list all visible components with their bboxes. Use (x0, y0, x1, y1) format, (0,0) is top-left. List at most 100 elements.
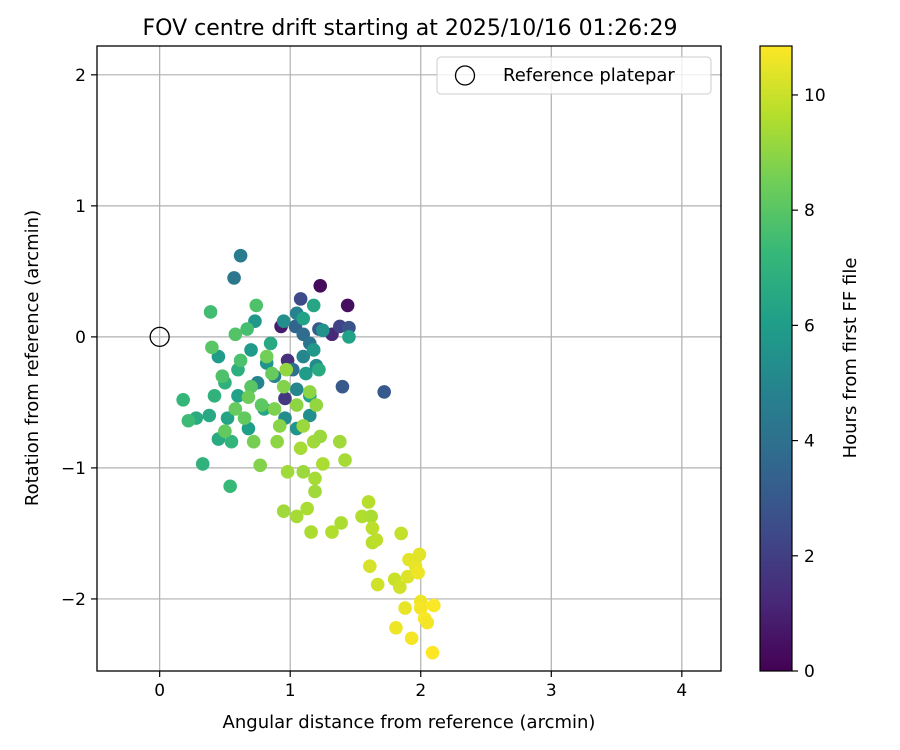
scatter-point (233, 248, 248, 263)
scatter-point (393, 580, 407, 594)
scatter-point (265, 366, 279, 381)
reference-marker (149, 326, 170, 348)
scatter-point (253, 458, 267, 473)
scatter-point (263, 336, 278, 351)
scatter-point (306, 343, 321, 357)
scatter-point (308, 471, 322, 486)
scatter-point (233, 353, 248, 368)
y-tick-label: 1 (75, 197, 86, 217)
scatter-point (308, 484, 322, 499)
scatter-point (335, 379, 350, 394)
scatter-point (244, 379, 258, 394)
scatter-point (278, 391, 292, 406)
legend-reference-marker (454, 65, 476, 86)
scatter-point (202, 408, 217, 423)
scatter-point (425, 645, 440, 660)
scatter-point (272, 419, 287, 433)
colorbar-tick-label: 8 (804, 201, 815, 221)
y-tick-label: −1 (61, 459, 86, 479)
scatter-point (203, 305, 218, 319)
colorbar-tick-label: 6 (804, 316, 815, 336)
legend-entry-reference: Reference platepar (503, 65, 675, 86)
scatter-point (223, 479, 237, 494)
scatter-point (259, 349, 274, 364)
scatter-point (220, 411, 235, 425)
y-tick-label: 0 (75, 328, 86, 348)
legend-box (436, 56, 712, 95)
scatter-point (302, 385, 317, 399)
x-tick-label: 0 (154, 681, 165, 701)
scatter-point (412, 547, 427, 562)
scatter-point (289, 509, 304, 524)
scatter-point (267, 402, 282, 416)
scatter-point (293, 441, 308, 456)
scatter-point (364, 509, 378, 524)
scatter-point (228, 402, 243, 416)
scatter-point (377, 385, 391, 399)
scatter-point (181, 413, 196, 428)
scatter-point (241, 390, 256, 404)
scatter-point (289, 398, 304, 412)
colorbar-label: Hours from first FF file (840, 258, 861, 459)
scatter-point (306, 298, 321, 313)
colorbar-tick-label: 4 (804, 432, 815, 452)
scatter-point (369, 533, 384, 547)
scatter-point (316, 323, 330, 338)
scatter-point (249, 298, 264, 313)
colorbar-ticks: 0 2 4 6 8 10 (792, 86, 826, 682)
x-tick-label: 3 (546, 681, 557, 701)
scatter-point (361, 495, 376, 509)
scatter-point (338, 453, 352, 467)
scatter-point (334, 516, 348, 530)
scatter-point (427, 598, 441, 613)
scatter-points (176, 248, 441, 660)
scatter-point (246, 434, 261, 449)
scatter-point (400, 569, 415, 584)
scatter-point (394, 526, 408, 541)
scatter-point (276, 504, 291, 518)
plot-frame (96, 45, 722, 672)
scatter-point (309, 398, 324, 412)
scatter-point (299, 366, 313, 381)
scatter-point (413, 601, 428, 615)
scatter-point (237, 411, 252, 425)
chart-title: FOV centre drift starting at 2025/10/16 … (143, 16, 678, 41)
scatter-point (280, 465, 295, 479)
scatter-point (411, 565, 425, 580)
colorbar-tick-label: 10 (804, 86, 826, 106)
scatter-point (254, 398, 269, 412)
scatter-point (205, 340, 219, 355)
scatter-point (313, 278, 328, 293)
scatter-point (296, 465, 311, 479)
scatter-point (227, 271, 241, 285)
scatter-point (316, 457, 330, 471)
y-axis-ticks: −2 −1 0 1 2 (61, 66, 97, 610)
scatter-point (224, 434, 239, 449)
colorbar (759, 45, 793, 672)
scatter-point (342, 330, 356, 344)
scatter-point (176, 392, 190, 407)
x-axis-label: Angular distance from reference (arcmin) (223, 712, 596, 733)
scatter-point (304, 525, 318, 539)
colorbar-tick-label: 0 (804, 662, 815, 682)
reference-platepar-point (149, 326, 170, 348)
scatter-point (270, 434, 284, 449)
x-tick-label: 1 (285, 681, 296, 701)
scatter-point (279, 362, 294, 377)
scatter-point (296, 311, 311, 326)
scatter-point (312, 362, 326, 377)
scatter-point (241, 421, 256, 436)
scatter-point (313, 429, 328, 444)
scatter-point (398, 601, 412, 615)
y-tick-label: −2 (61, 590, 86, 610)
scatter-point (333, 434, 347, 449)
scatter-point (296, 349, 311, 364)
y-axis-label: Rotation from reference (arcmin) (22, 210, 43, 506)
scatter-point (289, 382, 304, 397)
scatter-point (207, 389, 222, 403)
scatter-point (370, 577, 385, 592)
scatter-point (276, 314, 291, 328)
scatter-point (404, 631, 419, 646)
scatter-point (215, 369, 230, 383)
